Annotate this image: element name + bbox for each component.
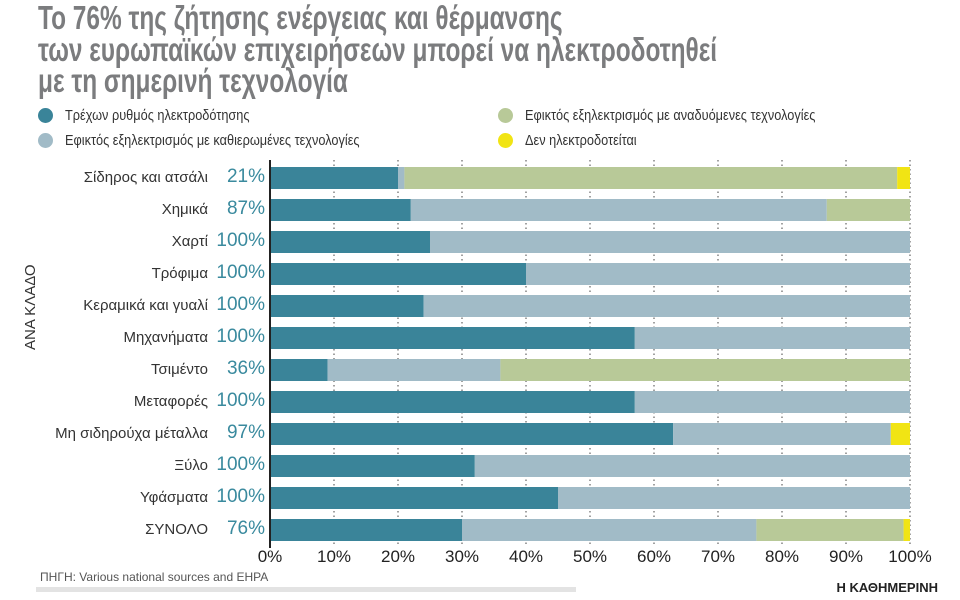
- x-tick-label: 10%: [316, 547, 352, 566]
- bar-segment: [903, 519, 910, 541]
- chart-title: Το 76% της ζήτησης ενέργειας και θέρμανσ…: [38, 0, 718, 99]
- title-line: Το 76% της ζήτησης ενέργειας και θέρμανσ…: [38, 0, 563, 36]
- bar-segment: [430, 231, 910, 253]
- category-total-label: 76%: [226, 518, 265, 539]
- bar-segment: [526, 263, 910, 285]
- category-total-label: 87%: [226, 198, 265, 219]
- bar-segment: [270, 455, 475, 477]
- category-label: Ξύλο: [174, 457, 208, 474]
- legend-item-current: Τρέχων ρυθμός ηλεκτροδότησης: [38, 107, 282, 124]
- bar-segment: [404, 167, 898, 189]
- x-tick-label: 30%: [444, 547, 480, 566]
- publisher-logo: Η ΚΑΘΗΜΕΡΙΝΗ: [836, 580, 939, 595]
- category-total-label: 100%: [216, 230, 265, 251]
- bar-segment: [826, 199, 910, 221]
- bar-segment: [673, 423, 891, 445]
- bar-segment: [327, 359, 501, 381]
- x-tick-label: 70%: [700, 547, 736, 566]
- bar-segment: [890, 423, 910, 445]
- category-total-label: 100%: [216, 486, 265, 507]
- bar-segment: [897, 167, 910, 189]
- bar-segment: [500, 359, 910, 381]
- bar-segment: [462, 519, 757, 541]
- bar-segment: [634, 327, 910, 349]
- legend-item-not-electrified: Δεν ηλεκτροδοτείται: [498, 132, 656, 149]
- bar-segment: [423, 295, 910, 317]
- category-label: Τρόφιμα: [151, 265, 208, 282]
- category-label: Μεταφορές: [133, 393, 208, 410]
- category-total-label: 36%: [226, 358, 265, 379]
- legend-label: Εφικτός εξηλεκτρισμός με αναδυόμενες τεχ…: [525, 107, 816, 124]
- bar-segment: [270, 423, 674, 445]
- bar-segment: [270, 519, 462, 541]
- legend-swatch: [38, 108, 53, 123]
- category-total-label: 100%: [216, 390, 265, 411]
- category-total-label: 97%: [226, 422, 265, 443]
- bar-segment: [270, 359, 328, 381]
- legend-swatch: [498, 108, 513, 123]
- legend-swatch: [498, 133, 513, 148]
- category-label: Μηχανήματα: [123, 329, 208, 346]
- legend-label: Δεν ηλεκτροδοτείται: [525, 132, 637, 149]
- bar-segment: [270, 263, 526, 285]
- category-label: Μη σιδηρούχα μέταλλα: [55, 425, 208, 442]
- legend-item-emerging: Εφικτός εξηλεκτρισμός με αναδυόμενες τεχ…: [498, 107, 867, 124]
- category-total-label: 21%: [226, 166, 265, 187]
- x-tick-label: 50%: [572, 547, 608, 566]
- x-tick-label: 40%: [508, 547, 544, 566]
- legend-label: Τρέχων ρυθμός ηλεκτροδότησης: [65, 107, 250, 124]
- bar-segment: [270, 391, 635, 413]
- category-label: Χαρτί: [171, 233, 208, 250]
- bar-segment: [270, 199, 411, 221]
- category-label: Κεραμικά και γυαλί: [83, 297, 208, 314]
- bar-segment: [398, 167, 405, 189]
- bar-segment: [270, 167, 398, 189]
- category-label: Χημικά: [161, 201, 208, 218]
- bar-segment: [270, 327, 635, 349]
- x-tick-label: 80%: [764, 547, 800, 566]
- category-total-label: 100%: [216, 294, 265, 315]
- bar-segment: [474, 455, 910, 477]
- category-label: Υφάσματα: [140, 489, 208, 506]
- bar-segment: [634, 391, 910, 413]
- legend-label: Εφικτός εξηλεκτρισμός με καθιερωμένες τε…: [65, 132, 360, 149]
- bar-segment: [270, 295, 424, 317]
- bar-segment: [410, 199, 827, 221]
- bar-segment: [756, 519, 904, 541]
- category-total-label: 100%: [216, 262, 265, 283]
- x-tick-label: 60%: [636, 547, 672, 566]
- category-label: ΣΥΝΟΛΟ: [145, 521, 208, 538]
- bar-segment: [558, 487, 910, 509]
- x-tick-label: 90%: [828, 547, 864, 566]
- category-total-label: 100%: [216, 454, 265, 475]
- legend-swatch: [38, 133, 53, 148]
- x-tick-label: 20%: [380, 547, 416, 566]
- footer-divider: [36, 587, 576, 592]
- category-label: Σίδηρος και ατσάλι: [83, 169, 208, 186]
- bar-segment: [270, 231, 430, 253]
- x-tick-label: 0%: [257, 547, 283, 566]
- legend-item-established: Εφικτός εξηλεκτρισμός με καθιερωμένες τε…: [38, 132, 412, 149]
- title-line: με τη σημερινή τεχνολογία: [38, 62, 348, 99]
- category-label: Τσιμέντο: [151, 361, 208, 378]
- category-total-label: 100%: [216, 326, 265, 347]
- x-tick-label: 100%: [888, 547, 932, 566]
- title-line: των ευρωπαϊκών επιχειρήσεων μπορεί να ηλ…: [38, 30, 718, 68]
- bar-segment: [270, 487, 558, 509]
- source-note: ΠΗΓΗ: Various national sources and EHPA: [40, 570, 269, 584]
